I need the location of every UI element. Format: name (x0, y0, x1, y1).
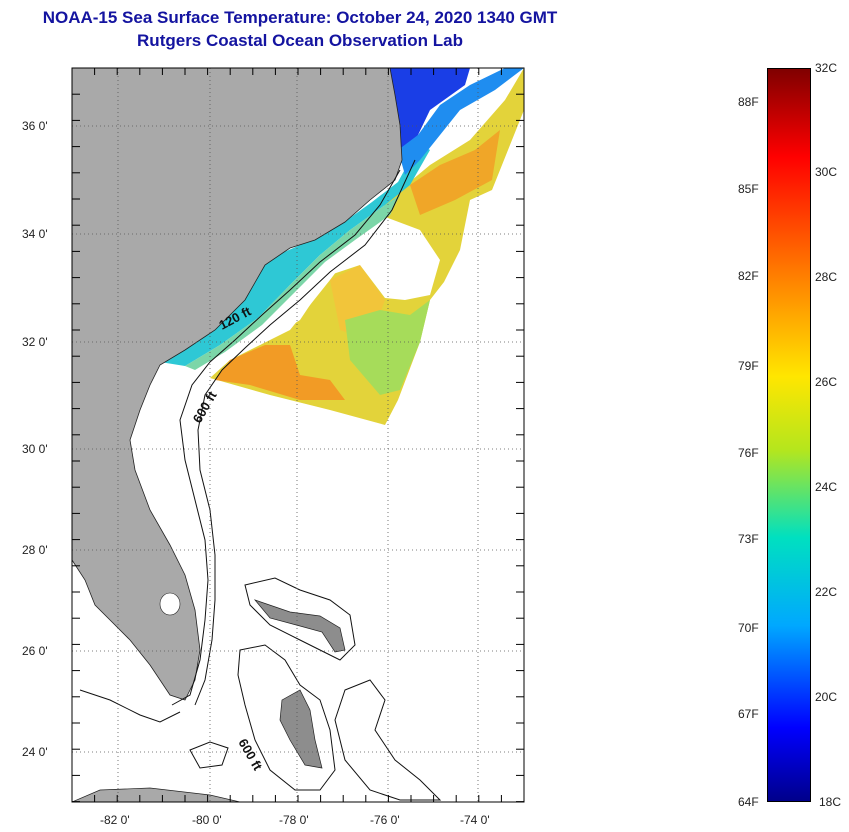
temperature-colorbar (767, 68, 811, 802)
sst-coastal-band-inner (185, 195, 400, 370)
cb-f-76: 76F (738, 446, 759, 460)
sst-warm-patch (215, 345, 345, 400)
lon-label-74: -74 0' (460, 813, 490, 827)
contour-keys (79, 689, 181, 723)
contour-120ft (171, 169, 401, 706)
cb-f-70: 70F (738, 621, 759, 635)
lat-label-30: 30 0' (22, 442, 48, 456)
cb-f-85: 85F (738, 182, 759, 196)
cb-c-20: 20C (815, 690, 838, 704)
lon-label-80: -80 0' (192, 813, 222, 827)
contour-bahamas-b (237, 644, 336, 791)
cloud-mask (230, 215, 440, 345)
lat-label-34: 34 0' (22, 227, 48, 241)
contour-600ft (194, 159, 416, 706)
cb-f-64: 64F (738, 795, 759, 809)
cb-c-24: 24C (815, 480, 838, 494)
contour-cay-sal (189, 741, 229, 769)
map-title: NOAA-15 Sea Surface Temperature: October… (42, 8, 558, 27)
cb-c-32: 32C (815, 61, 838, 75)
sst-coastal-band (160, 140, 430, 366)
sst-green-shelf (345, 300, 430, 395)
cb-c-22: 22C (815, 585, 838, 599)
land-cuba-tip (72, 787, 241, 802)
gridlines (72, 68, 524, 802)
map-subtitle: Rutgers Coastal Ocean Observation Lab (137, 31, 463, 50)
cb-f-67: 67F (738, 707, 759, 721)
land-andros (279, 689, 323, 769)
sst-cold-north (390, 68, 470, 158)
contour-bahamas-c (334, 679, 442, 801)
cb-f-88: 88F (738, 95, 759, 109)
cb-f-82: 82F (738, 269, 759, 283)
lon-label-82: -82 0' (100, 813, 130, 827)
lon-label-76: -76 0' (370, 813, 400, 827)
axis-ticks (71, 67, 524, 803)
lat-label-36: 36 0' (22, 119, 48, 133)
cb-c-26: 26C (815, 375, 838, 389)
title-block: NOAA-15 Sea Surface Temperature: October… (0, 6, 600, 52)
cb-c-18: 18C (819, 795, 842, 809)
lake-okeechobee (159, 592, 181, 616)
land-us-southeast (72, 68, 403, 701)
lat-label-32: 32 0' (22, 335, 48, 349)
contour-bahamas-a (244, 577, 356, 661)
cb-f-79: 79F (738, 359, 759, 373)
sst-warm-core (410, 130, 500, 215)
lat-label-28: 28 0' (22, 543, 48, 557)
lat-label-24: 24 0' (22, 745, 48, 759)
cb-f-73: 73F (738, 532, 759, 546)
sst-cold-north-edge (398, 68, 524, 175)
lat-label-26: 26 0' (22, 644, 48, 658)
cb-c-30: 30C (815, 165, 838, 179)
lon-label-78: -78 0' (279, 813, 309, 827)
cb-c-28: 28C (815, 270, 838, 284)
